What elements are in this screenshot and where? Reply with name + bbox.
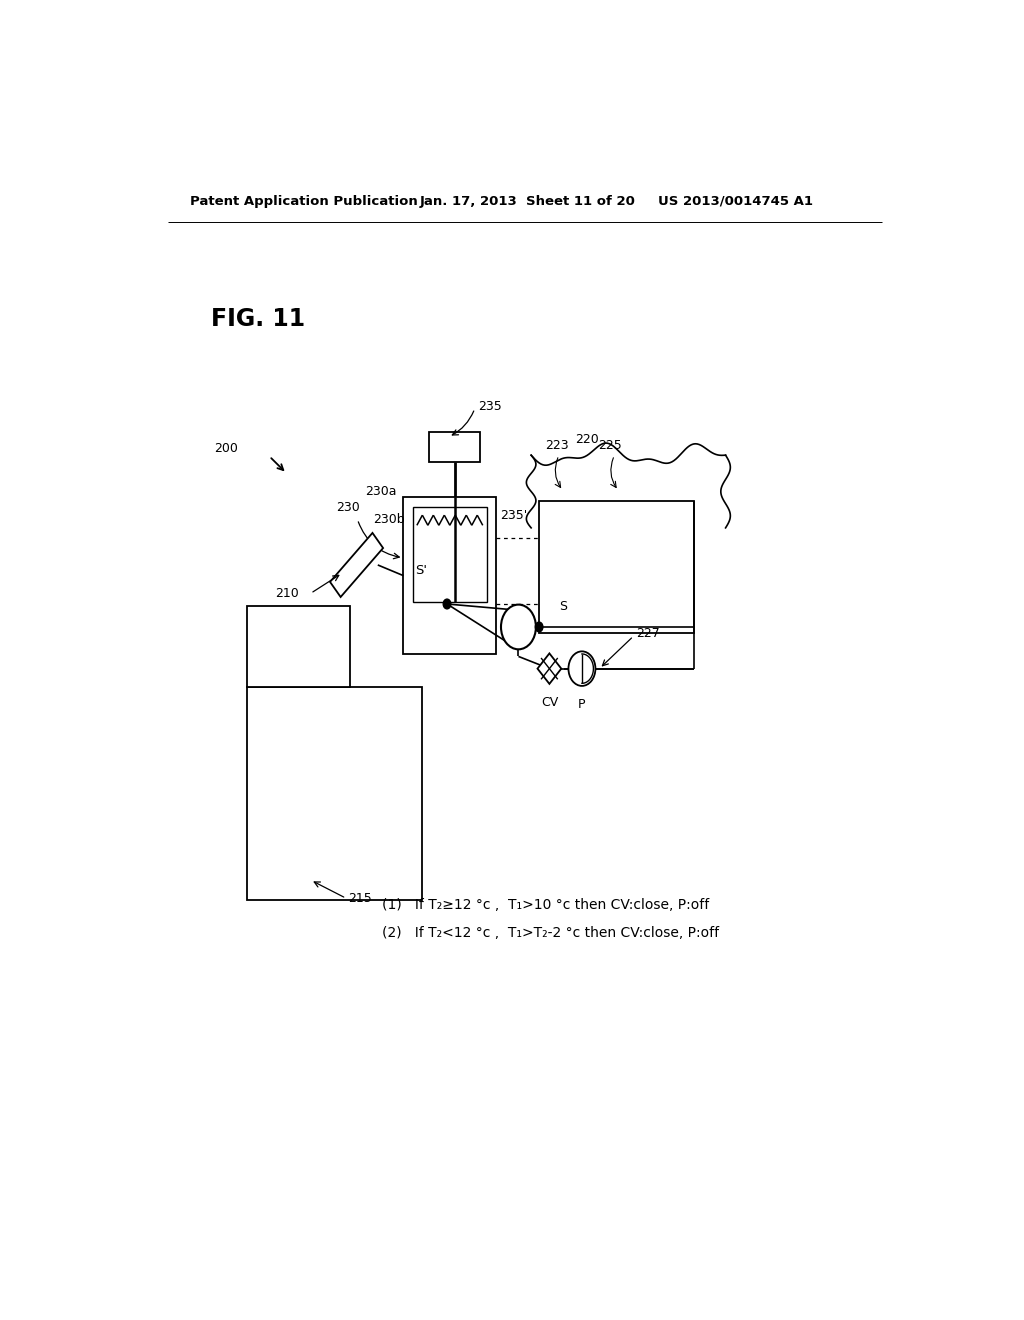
Text: (2)   If T₂<12 °c ,  T₁>T₂-2 °c then CV:close, P:off: (2) If T₂<12 °c , T₁>T₂-2 °c then CV:clo… — [382, 925, 719, 940]
Text: S': S' — [416, 564, 427, 577]
Text: 230: 230 — [336, 500, 359, 513]
Polygon shape — [538, 653, 561, 684]
Text: 235': 235' — [500, 508, 527, 521]
Text: 227: 227 — [636, 627, 659, 640]
Bar — [247, 686, 422, 900]
Text: Jan. 17, 2013: Jan. 17, 2013 — [420, 194, 518, 207]
Bar — [403, 496, 497, 655]
Text: 215: 215 — [348, 892, 373, 904]
Circle shape — [501, 605, 536, 649]
Circle shape — [443, 599, 451, 609]
Text: 210: 210 — [274, 587, 299, 599]
Polygon shape — [330, 533, 383, 597]
Text: 230b: 230b — [373, 512, 404, 525]
Text: CV: CV — [541, 696, 558, 709]
Text: Patent Application Publication: Patent Application Publication — [189, 194, 418, 207]
Text: 230a: 230a — [366, 486, 396, 498]
Text: 225: 225 — [599, 438, 623, 451]
Circle shape — [568, 651, 595, 686]
Text: Sheet 11 of 20: Sheet 11 of 20 — [526, 194, 635, 207]
Text: US 2013/0014745 A1: US 2013/0014745 A1 — [658, 194, 813, 207]
Text: FIG. 11: FIG. 11 — [211, 308, 305, 331]
Text: S: S — [559, 601, 567, 612]
Text: (1)   If T₂≥12 °c ,  T₁>10 °c then CV:close, P:off: (1) If T₂≥12 °c , T₁>10 °c then CV:close… — [382, 899, 710, 912]
Bar — [539, 500, 694, 634]
Bar — [413, 507, 486, 602]
Text: C: C — [514, 620, 523, 634]
Text: 200: 200 — [214, 442, 238, 454]
Text: 220: 220 — [574, 433, 599, 446]
Text: 223: 223 — [546, 438, 569, 451]
Bar — [429, 432, 480, 462]
Text: P: P — [579, 698, 586, 710]
Bar — [247, 606, 350, 686]
Text: 235: 235 — [478, 400, 502, 413]
Circle shape — [536, 622, 543, 632]
